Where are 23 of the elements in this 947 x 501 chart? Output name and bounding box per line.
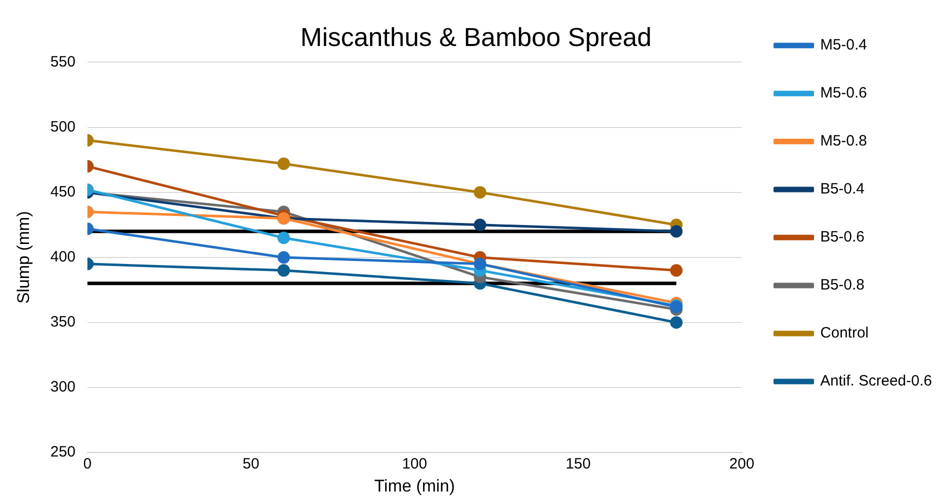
y-tick-label: 500 xyxy=(50,118,76,136)
x-axis-title: Time (min) xyxy=(374,476,455,496)
legend-label: B5-0.4 xyxy=(820,180,864,198)
legend-label: M5-0.4 xyxy=(820,36,867,54)
legend-label: Control xyxy=(820,324,869,342)
legend-label: B5-0.6 xyxy=(820,228,864,246)
x-tick-label: 100 xyxy=(402,456,428,473)
x-tick-label: 200 xyxy=(729,456,754,473)
x-tick-label: 150 xyxy=(566,456,591,473)
legend-label: M5-0.6 xyxy=(820,84,867,102)
y-tick-label: 350 xyxy=(50,314,76,331)
legend-label: B5-0.8 xyxy=(820,276,864,294)
y-tick-label: 300 xyxy=(50,378,76,396)
y-tick-label: 550 xyxy=(50,53,76,70)
y-tick-label: 450 xyxy=(50,183,76,200)
legend-label: M5-0.8 xyxy=(820,132,867,150)
legend-label: Antif. Screed-0.6 xyxy=(820,372,932,390)
x-tick-label: 0 xyxy=(83,456,92,473)
chart-title: Miscanthus & Bamboo Spread xyxy=(300,22,652,52)
y-tick-label: 250 xyxy=(50,444,76,461)
y-axis-title: Slump (mm) xyxy=(14,211,33,304)
x-tick-label: 50 xyxy=(242,456,260,473)
y-tick-label: 400 xyxy=(50,248,76,266)
